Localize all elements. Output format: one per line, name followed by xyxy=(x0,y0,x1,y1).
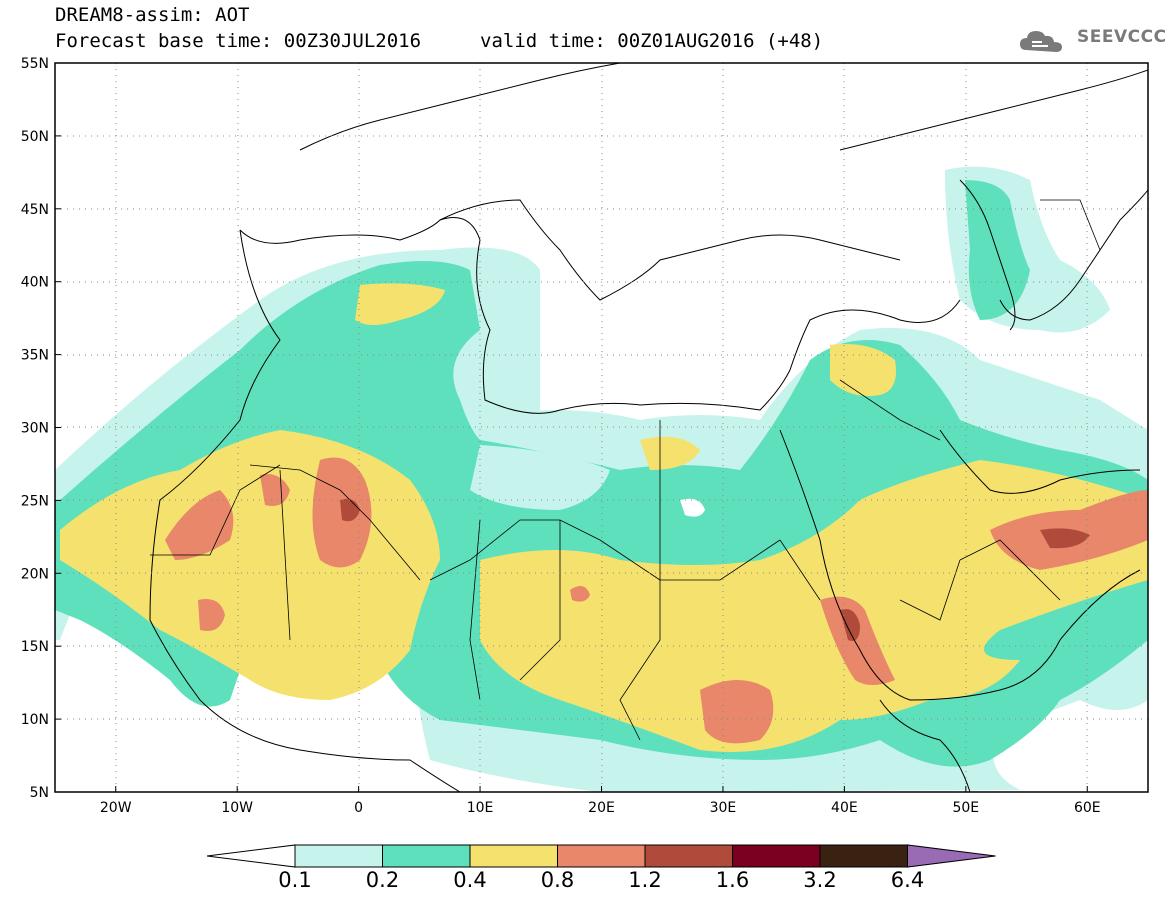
longitude-labels: 20W 10W 0 10E 20E 30E 40E 50E 60E xyxy=(100,786,1101,816)
lat-label: 45N xyxy=(21,202,49,218)
colorbar-level-label: 6.4 xyxy=(890,868,925,892)
colorbar-level-label: 1.6 xyxy=(715,868,750,892)
valid-time: valid time: 00Z01AUG2016 (+48) xyxy=(480,30,824,52)
latitude-labels: 5N 10N 15N 20N 25N 30N 35N 40N 45N 50N 55N xyxy=(21,56,61,801)
lat-label: 30N xyxy=(21,421,49,437)
lat-label: 15N xyxy=(21,639,49,655)
colorbar-swatch xyxy=(819,844,908,868)
lon-label: 10E xyxy=(467,800,494,816)
lon-label: 40E xyxy=(831,800,858,816)
colorbar-swatch xyxy=(382,844,471,868)
colorbar-swatch xyxy=(557,844,646,868)
colorbar-level-label: 3.2 xyxy=(803,868,837,892)
lon-label: 30E xyxy=(710,800,737,816)
colorbar-swatch xyxy=(469,844,558,868)
lat-label: 50N xyxy=(21,129,49,145)
lat-label: 20N xyxy=(21,566,49,582)
lon-label: 0 xyxy=(354,800,363,816)
lon-label: 50E xyxy=(952,800,979,816)
coastlines xyxy=(149,63,1148,792)
seevccc-logo: SEEVCCC xyxy=(1077,27,1165,47)
lon-label: 20E xyxy=(588,800,615,816)
colorbar-level-label: 0.4 xyxy=(453,868,487,892)
colorbar-level-label: 0.8 xyxy=(540,868,575,892)
cloud-icon xyxy=(1020,31,1062,52)
model-title: DREAM8-assim: AOT xyxy=(55,4,250,26)
colorbar-level-label: 1.2 xyxy=(628,868,662,892)
colorbar xyxy=(206,844,996,868)
colorbar-level-label: 0.1 xyxy=(278,868,312,892)
colorbar-high-arrow xyxy=(907,844,996,868)
graticule xyxy=(55,63,1148,792)
colorbar-swatch xyxy=(644,844,733,868)
lon-label: 20W xyxy=(100,800,132,816)
lat-label: 40N xyxy=(21,275,49,291)
country-borders xyxy=(150,199,1101,741)
colorbar-level-label: 0.2 xyxy=(365,868,400,892)
lat-label: 55N xyxy=(21,56,49,72)
lon-label: 60E xyxy=(1074,800,1101,816)
colorbar-low-arrow xyxy=(206,844,296,868)
colorbar-swatch xyxy=(294,844,383,868)
lat-label: 25N xyxy=(21,493,49,509)
base-time: Forecast base time: 00Z30JUL2016 xyxy=(55,30,422,52)
lat-label: 10N xyxy=(21,712,49,728)
colorbar-swatch xyxy=(732,844,821,868)
lat-label: 35N xyxy=(21,348,49,364)
lon-label: 10W xyxy=(221,800,253,816)
lat-label: 5N xyxy=(30,785,49,801)
